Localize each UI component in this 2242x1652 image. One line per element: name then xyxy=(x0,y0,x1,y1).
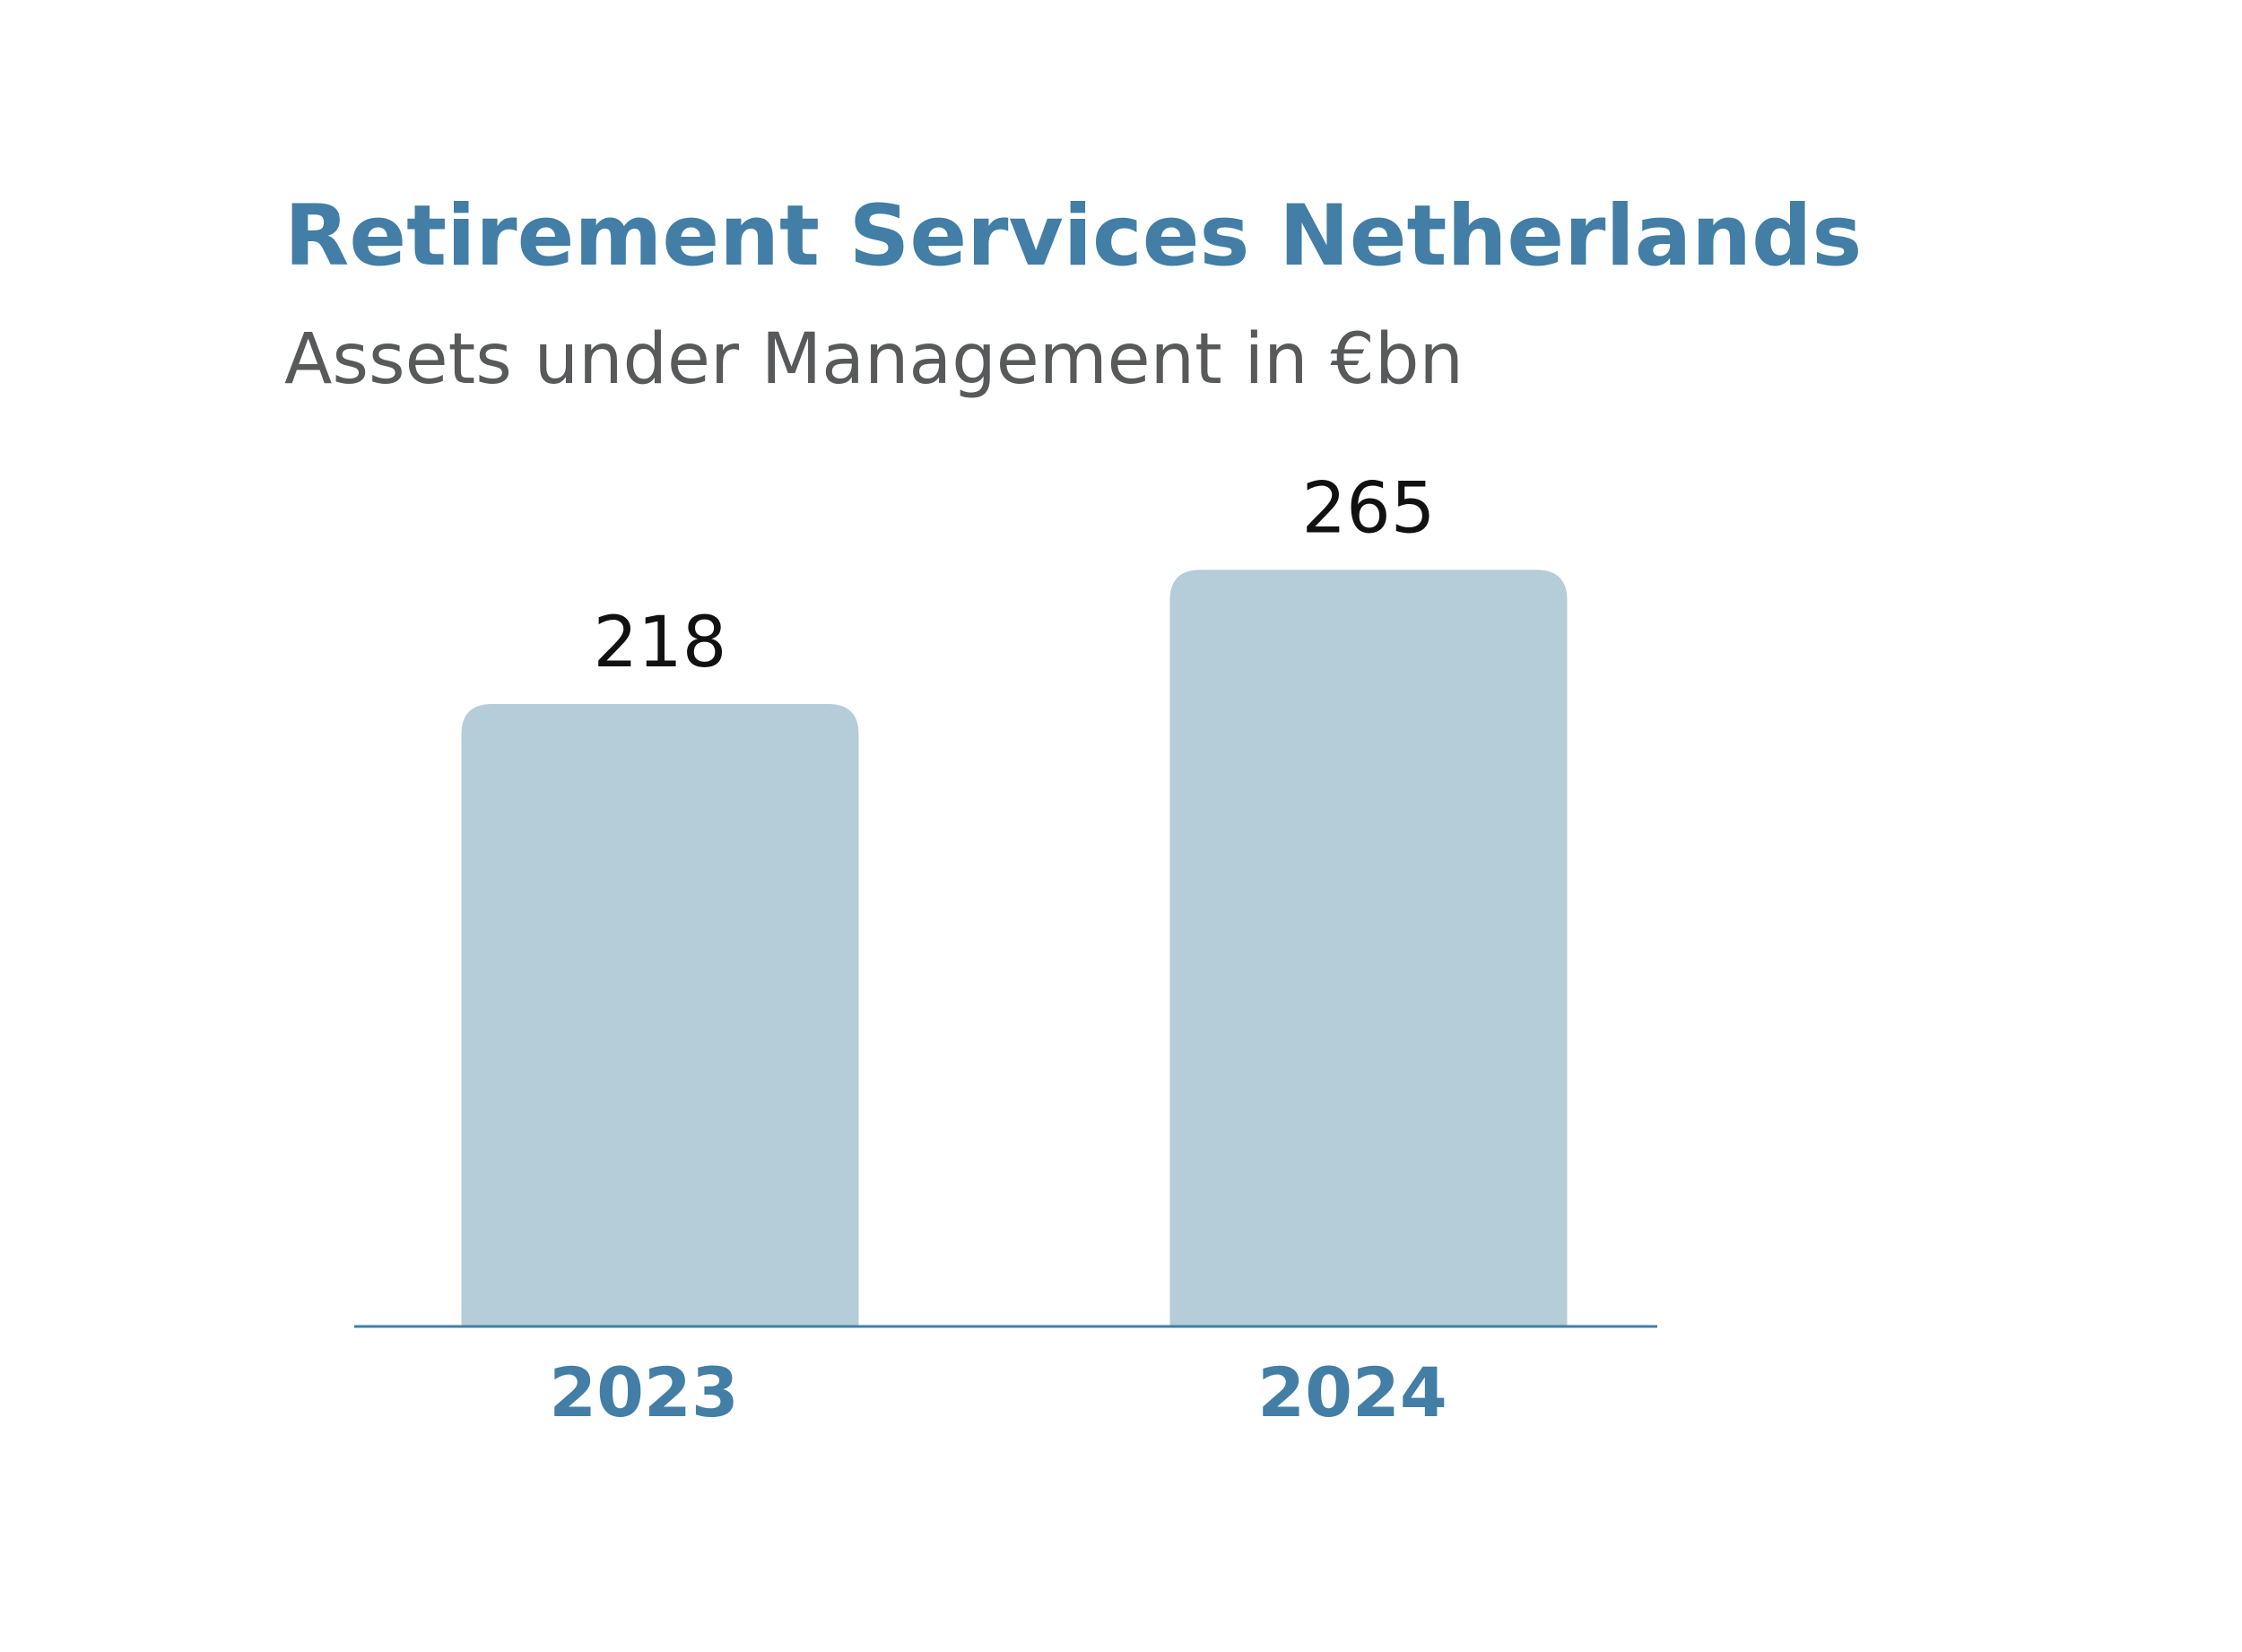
chart-subtitle: Assets under Management in €bn xyxy=(284,319,1464,400)
chart-title: Retirement Services Netherlands xyxy=(284,187,1862,285)
x-tick-label: 2024 xyxy=(1257,1352,1447,1432)
value-label: 265 xyxy=(1302,468,1436,549)
value-label: 218 xyxy=(594,603,727,683)
x-tick-label: 2023 xyxy=(549,1352,739,1432)
bar xyxy=(461,704,859,1326)
bar xyxy=(1169,570,1568,1326)
